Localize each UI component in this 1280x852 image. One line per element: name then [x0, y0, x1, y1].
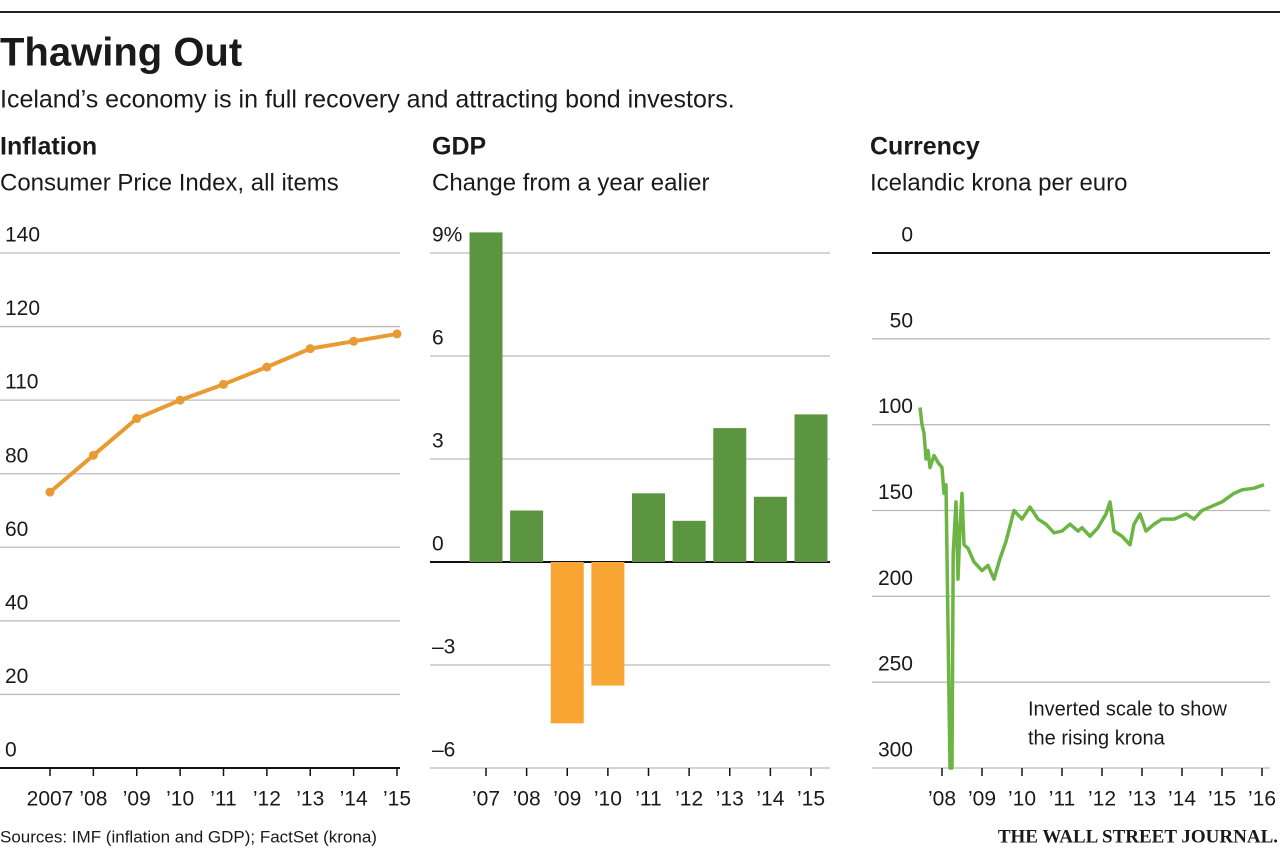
panel-subtitle: Icelandic krona per euro	[870, 169, 1127, 196]
y-tick-label: 3	[432, 430, 444, 453]
point	[88, 450, 98, 460]
y-tick-label: 60	[5, 518, 28, 541]
y-tick-label: 140	[5, 224, 40, 247]
source: Sources: IMF (inflation and GDP); FactSe…	[0, 827, 377, 846]
panel-subtitle: Change from a year ealier	[432, 169, 709, 196]
y-tick-label: 110	[5, 371, 38, 394]
x-tick-label: ’10	[594, 788, 622, 811]
y-tick-label: 6	[432, 327, 444, 350]
x-tick-label: ’08	[79, 788, 107, 811]
title: Thawing Out	[0, 31, 242, 75]
bar	[753, 496, 787, 562]
y-tick-label: 300	[878, 739, 913, 762]
x-tick-label: ’14	[1168, 788, 1196, 811]
x-tick-label: ’07	[472, 788, 500, 811]
subtitle: Iceland’s economy is in full recovery an…	[0, 86, 735, 114]
x-tick-label: ’10	[1008, 788, 1036, 811]
x-tick-label: ’11	[635, 788, 661, 811]
point	[392, 329, 402, 339]
point	[175, 395, 185, 405]
x-tick-label: ’15	[383, 788, 411, 811]
x-tick-label: ’13	[716, 788, 744, 811]
y-tick-label: 40	[5, 591, 28, 614]
bar	[510, 510, 544, 562]
y-tick-label: 120	[5, 297, 40, 320]
x-tick-label: ’14	[340, 788, 368, 811]
x-tick-label: ’11	[1049, 788, 1075, 811]
x-tick-label: ’09	[553, 788, 581, 811]
x-tick-label: ’09	[968, 788, 996, 811]
y-tick-label: 0	[901, 224, 913, 247]
y-tick-label: 20	[5, 665, 28, 688]
y-tick-label: 0	[5, 739, 17, 762]
x-tick-label: ’11	[210, 788, 236, 811]
point	[305, 344, 315, 354]
logo: THE WALL STREET JOURNAL.	[998, 826, 1278, 847]
x-tick-label: ’12	[675, 788, 703, 811]
panel-title: Currency	[870, 133, 980, 161]
x-tick-label: ’09	[123, 788, 151, 811]
point	[45, 487, 55, 497]
x-tick-label: ’08	[928, 788, 956, 811]
y-tick-label: 0	[432, 533, 444, 556]
y-tick-label: 9%	[432, 224, 462, 247]
x-tick-label: ’14	[756, 788, 784, 811]
x-tick-label: ’12	[1088, 788, 1116, 811]
panel-subtitle: Consumer Price Index, all items	[0, 169, 339, 196]
line	[48, 331, 398, 494]
y-tick-label: –3	[432, 636, 455, 659]
point	[132, 414, 142, 424]
bar	[550, 562, 584, 724]
x-tick-label: ’08	[513, 788, 541, 811]
bar	[672, 520, 706, 562]
y-tick-label: 80	[5, 444, 28, 467]
bar	[713, 428, 747, 562]
bar	[591, 562, 625, 686]
y-tick-label: 150	[878, 481, 913, 504]
x-tick-label: ’12	[253, 788, 281, 811]
bar	[794, 414, 828, 562]
panel-title: Inflation	[0, 133, 97, 161]
point	[349, 336, 359, 346]
x-tick-label: 2007	[27, 788, 74, 811]
annotation: Inverted scale to show	[1028, 698, 1228, 720]
bar	[469, 232, 503, 562]
x-tick-label: ’15	[797, 788, 825, 811]
x-tick-label: ’16	[1248, 788, 1276, 811]
y-tick-label: 50	[890, 309, 913, 332]
x-tick-label: ’15	[1208, 788, 1236, 811]
x-tick-label: ’13	[1128, 788, 1156, 811]
x-tick-label: ’10	[166, 788, 194, 811]
y-tick-label: 200	[878, 567, 913, 590]
bar	[632, 493, 665, 562]
x-tick-label: ’13	[296, 788, 324, 811]
y-tick-label: –6	[432, 739, 455, 762]
point	[262, 362, 272, 372]
annotation: the rising krona	[1028, 727, 1166, 749]
line	[918, 407, 1265, 770]
point	[219, 379, 228, 389]
y-tick-label: 250	[878, 653, 913, 676]
panel-title: GDP	[432, 133, 486, 161]
y-tick-label: 100	[878, 395, 913, 418]
